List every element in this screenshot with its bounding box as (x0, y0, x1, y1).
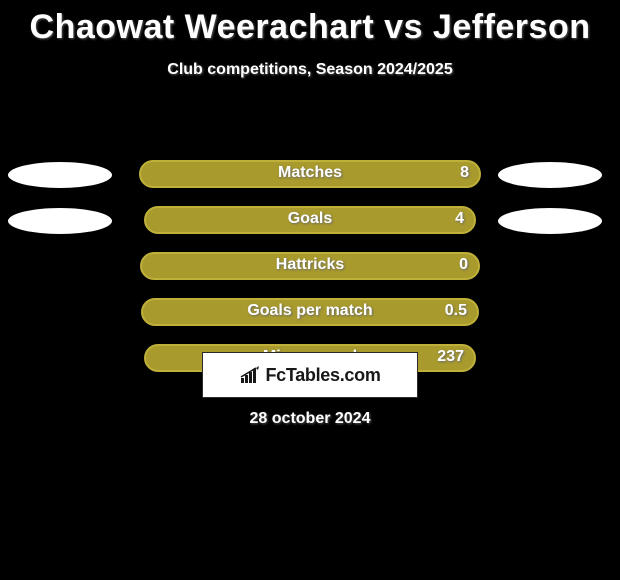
stat-row: Goals 4 (0, 206, 620, 252)
player-slot-left (8, 162, 112, 188)
stat-label: Goals per match (247, 302, 372, 320)
stat-value: 0.5 (445, 302, 467, 320)
subtitle: Club competitions, Season 2024/2025 (0, 61, 620, 79)
bar-chart-icon (239, 366, 261, 384)
stat-label: Goals (288, 210, 332, 228)
stat-value: 8 (460, 164, 469, 182)
stat-row: Matches 8 (0, 160, 620, 206)
stat-value: 0 (459, 256, 468, 274)
stat-label: Matches (278, 164, 342, 182)
player-slot-right (498, 162, 602, 188)
player-slot-left (8, 208, 112, 234)
stat-row: Goals per match 0.5 (0, 298, 620, 344)
date-label: 28 october 2024 (250, 410, 371, 428)
stat-value: 237 (437, 348, 464, 366)
player-slot-right (498, 208, 602, 234)
stat-label: Hattricks (276, 256, 344, 274)
stat-row: Hattricks 0 (0, 252, 620, 298)
fctables-logo: FcTables.com (202, 352, 418, 398)
logo-text: FcTables.com (265, 365, 380, 386)
page-title: Chaowat Weerachart vs Jefferson (0, 0, 620, 47)
stat-value: 4 (455, 210, 464, 228)
